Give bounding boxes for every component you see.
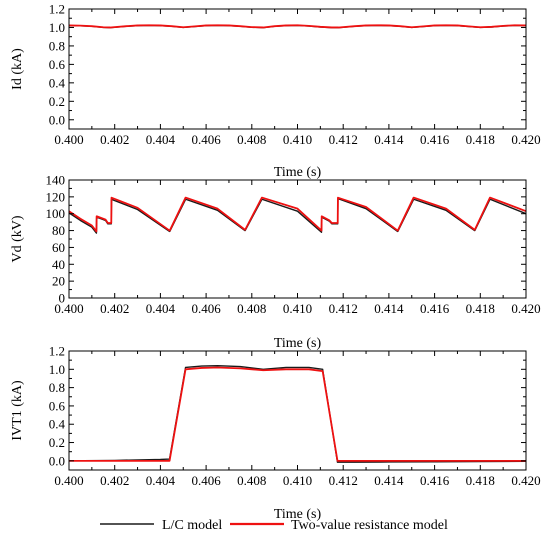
y-tick-label: 20 — [52, 274, 65, 289]
y-tick-label: 0 — [59, 291, 66, 306]
x-axis-title: Time (s) — [274, 507, 322, 522]
y-tick-label: 1.2 — [49, 344, 65, 359]
x-tick-label: 0.410 — [283, 301, 312, 316]
plot-frame — [68, 179, 527, 299]
legend: L/C model Two-value resistance model — [100, 518, 448, 533]
legend-label-lc-model: L/C model — [162, 518, 222, 533]
plot-frame — [68, 8, 527, 130]
x-tick-label: 0.416 — [420, 473, 450, 488]
y-tick-label: 0.2 — [49, 94, 65, 109]
y-axis-title: Vd (kV) — [10, 215, 25, 262]
x-tick-label: 0.406 — [191, 473, 221, 488]
x-tick-label: 0.406 — [191, 132, 221, 147]
x-tick-label: 0.420 — [511, 132, 540, 147]
series-two-value-line — [68, 196, 527, 233]
panel-ivt1: 0.400 0.402 0.404 0.406 0.408 0.410 0.412 0.414… — [10, 344, 541, 523]
y-tick-label: 120 — [46, 189, 66, 204]
x-tick-label: 0.410 — [283, 132, 312, 147]
y-tick-label: 1.2 — [49, 2, 65, 17]
x-tick-label: 0.410 — [283, 473, 312, 488]
y-axis-title: Id (kA) — [10, 48, 25, 90]
y-axis-title: IVT1 (kA) — [10, 380, 25, 441]
y-tick-label: 0.2 — [49, 435, 65, 450]
y-tick-label: 0.6 — [49, 57, 66, 72]
x-tick-label: 0.404 — [146, 473, 176, 488]
y-tick-label: 0.4 — [49, 75, 66, 90]
y-tick-label: 0.0 — [49, 112, 65, 127]
y-tick-label: 0.4 — [49, 417, 66, 432]
panel-vd: 0.400 0.402 0.404 0.406 0.408 0.410 0.412 0.414… — [10, 173, 541, 352]
y-tick-label: 60 — [52, 240, 65, 255]
x-tick-label: 0.406 — [191, 301, 221, 316]
legend-label-two-value: Two-value resistance model — [291, 518, 448, 533]
x-tick-label: 0.412 — [329, 473, 358, 488]
x-tick-label: 0.418 — [466, 301, 495, 316]
y-tick-label: 40 — [52, 257, 65, 272]
x-tick-label: 0.402 — [100, 132, 129, 147]
series-lc-model-line — [68, 197, 527, 234]
x-tick-label: 0.404 — [146, 301, 176, 316]
y-tick-label: 0.8 — [49, 38, 65, 53]
x-tick-label: 0.416 — [420, 132, 450, 147]
series-lc-model-line — [68, 364, 527, 463]
series-two-value-line — [69, 366, 526, 462]
x-axis-title: Time (s) — [274, 336, 322, 351]
x-tick-label: 0.418 — [466, 473, 495, 488]
x-tick-label: 0.400 — [54, 301, 83, 316]
y-tick-label: 140 — [46, 173, 66, 188]
y-tick-label: 1.0 — [49, 20, 65, 35]
x-tick-label: 0.402 — [100, 301, 129, 316]
y-tick-label: 0.6 — [49, 398, 66, 413]
x-tick-label: 0.408 — [237, 132, 266, 147]
x-tick-label: 0.408 — [237, 301, 266, 316]
x-axis-title: Time (s) — [274, 165, 322, 180]
x-tick-label: 0.416 — [420, 301, 450, 316]
y-tick-label: 80 — [52, 223, 65, 238]
x-tick-label: 0.420 — [511, 473, 540, 488]
panel-id: 0.400 0.402 0.404 0.406 0.408 0.410 0.412 0.414… — [10, 2, 541, 181]
y-tick-label: 0.8 — [49, 380, 65, 395]
x-tick-label: 0.412 — [329, 301, 358, 316]
x-tick-label: 0.420 — [511, 301, 540, 316]
x-tick-label: 0.400 — [54, 132, 83, 147]
y-tick-label: 0.0 — [49, 453, 65, 468]
x-tick-label: 0.402 — [100, 473, 129, 488]
y-tick-label: 1.0 — [49, 362, 65, 377]
x-tick-label: 0.414 — [374, 132, 404, 147]
x-tick-label: 0.400 — [54, 473, 83, 488]
y-tick-label: 100 — [46, 206, 66, 221]
x-tick-label: 0.412 — [329, 132, 358, 147]
x-tick-label: 0.414 — [374, 301, 404, 316]
x-tick-label: 0.408 — [237, 473, 266, 488]
x-tick-label: 0.404 — [146, 132, 176, 147]
series-two-value-line — [68, 24, 527, 29]
x-tick-label: 0.414 — [374, 473, 404, 488]
x-tick-label: 0.418 — [466, 132, 495, 147]
